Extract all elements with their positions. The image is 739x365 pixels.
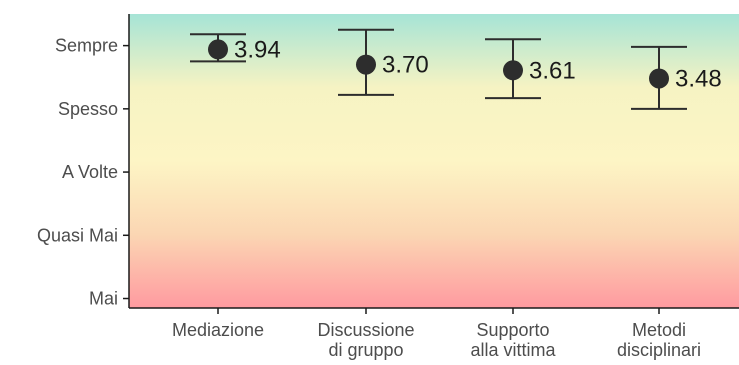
x-tick-label: Mediazione xyxy=(172,320,264,340)
data-label: 3.48 xyxy=(675,65,722,92)
data-point xyxy=(356,54,376,75)
data-marks: 3.94 3.70 3.61 3.48 xyxy=(190,28,722,110)
x-ticks: Mediazione Discussione di gruppo Supporto al… xyxy=(172,308,701,360)
data-point xyxy=(503,60,523,81)
data-label: 3.70 xyxy=(382,52,429,79)
x-tick-label: Discussione di gruppo xyxy=(317,320,414,360)
x-tick-label: Metodi disciplinari xyxy=(617,320,701,360)
plot-background xyxy=(129,14,739,308)
y-tick-label: Spesso xyxy=(58,99,118,119)
data-point xyxy=(208,39,228,60)
y-tick-label: Sempre xyxy=(55,36,118,56)
y-tick-label: A Volte xyxy=(62,162,118,182)
axes xyxy=(128,14,739,309)
y-tick-label: Mai xyxy=(89,289,118,309)
data-label: 3.61 xyxy=(529,57,576,84)
data-label: 3.94 xyxy=(234,36,281,63)
y-ticks: Mai Quasi Mai A Volte Spesso Sempre xyxy=(37,36,129,309)
y-tick-label: Quasi Mai xyxy=(37,225,118,245)
x-tick-label: Supporto alla vittima xyxy=(470,320,556,360)
data-point xyxy=(649,68,669,89)
